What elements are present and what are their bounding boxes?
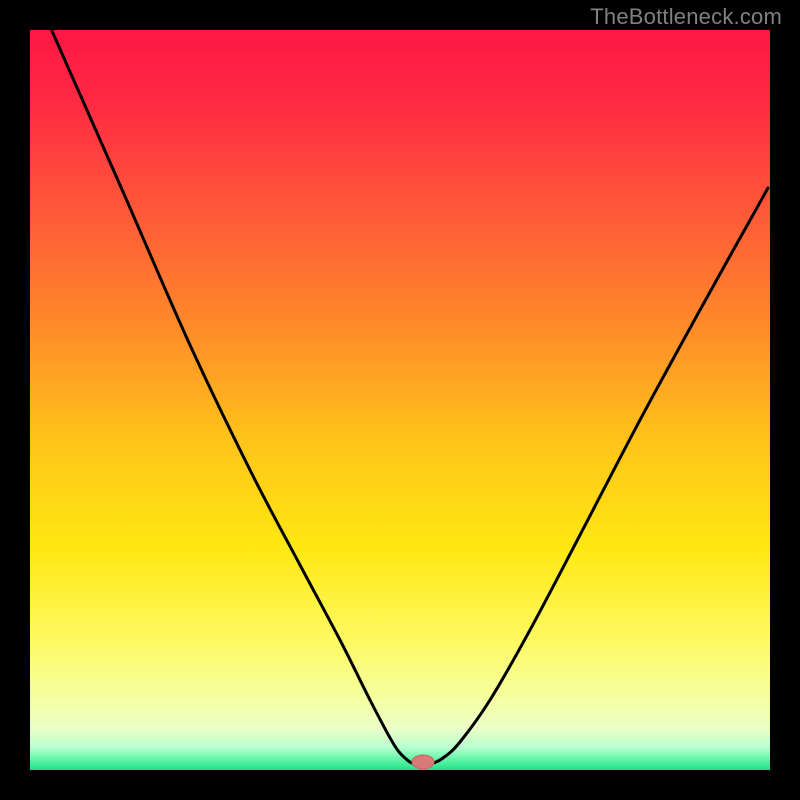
- gradient-background: [30, 30, 770, 770]
- watermark-text: TheBottleneck.com: [590, 4, 782, 30]
- optimum-marker: [412, 755, 434, 769]
- chart-container: TheBottleneck.com: [0, 0, 800, 800]
- bottleneck-chart: [0, 0, 800, 800]
